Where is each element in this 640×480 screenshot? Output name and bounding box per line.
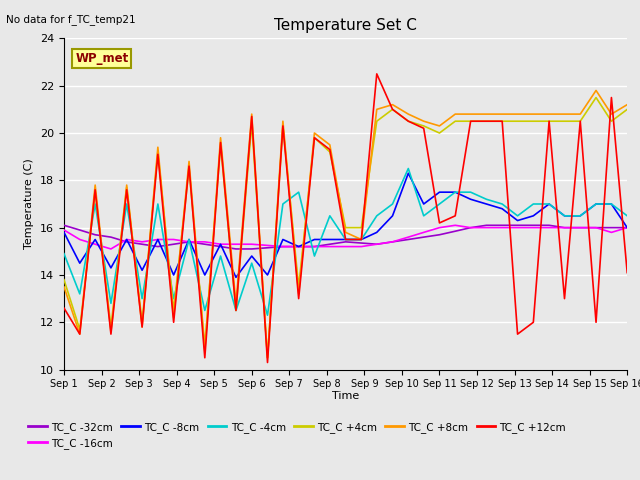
X-axis label: Time: Time [332,391,359,401]
Title: Temperature Set C: Temperature Set C [274,18,417,33]
Legend: TC_C -32cm, TC_C -16cm, TC_C -8cm, TC_C -4cm, TC_C +4cm, TC_C +8cm, TC_C +12cm: TC_C -32cm, TC_C -16cm, TC_C -8cm, TC_C … [24,418,570,453]
Text: No data for f_TC_temp21: No data for f_TC_temp21 [6,14,136,25]
Text: WP_met: WP_met [76,51,129,65]
Y-axis label: Temperature (C): Temperature (C) [24,158,35,250]
